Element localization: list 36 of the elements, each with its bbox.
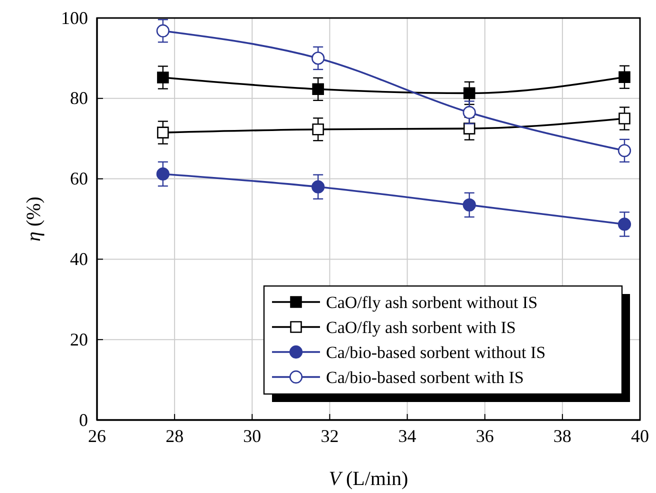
- point: [462, 198, 476, 212]
- point: [618, 144, 632, 158]
- y-tick-label: 80: [70, 88, 88, 108]
- y-tick-label: 0: [79, 410, 88, 430]
- point: [157, 126, 169, 138]
- legend-label: Ca/bio-based sorbent without IS: [326, 343, 546, 362]
- point: [157, 72, 169, 84]
- point: [156, 24, 170, 38]
- x-tick-label: 34: [398, 426, 416, 446]
- x-tick-label: 30: [243, 426, 262, 446]
- y-tick-label: 100: [61, 8, 88, 28]
- y-tick-label: 20: [70, 329, 88, 350]
- point: [312, 180, 325, 194]
- x-tick-label: 28: [166, 426, 184, 446]
- y-axis-title: η (%): [23, 196, 45, 242]
- point: [156, 167, 170, 181]
- x-tick-label: 40: [631, 426, 649, 446]
- point: [618, 71, 630, 83]
- point: [312, 123, 324, 136]
- legend-label: Ca/bio-based sorbent with IS: [326, 368, 524, 387]
- point: [618, 112, 630, 124]
- y-tick-label: 60: [70, 168, 88, 189]
- point: [312, 83, 324, 96]
- point: [618, 218, 632, 231]
- point: [463, 122, 476, 134]
- y-tick-label: 40: [70, 248, 88, 269]
- point: [462, 106, 476, 120]
- point: [463, 87, 476, 100]
- x-tick-label: 38: [553, 426, 572, 446]
- x-tick-label: 36: [476, 426, 494, 446]
- x-tick-label: 26: [88, 426, 106, 446]
- point: [312, 52, 325, 65]
- legend-label: CaO/fly ash sorbent without IS: [326, 293, 538, 312]
- x-axis-title: V (L/min): [328, 468, 408, 490]
- x-tick-label: 32: [320, 426, 339, 446]
- legend-label: CaO/fly ash sorbent with IS: [326, 318, 516, 337]
